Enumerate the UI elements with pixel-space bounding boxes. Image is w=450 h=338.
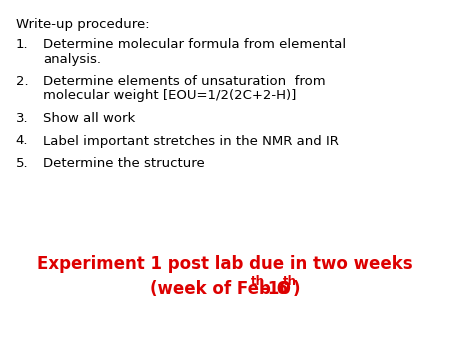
Text: Determine molecular formula from elemental: Determine molecular formula from element…	[43, 38, 346, 51]
Text: Determine the structure: Determine the structure	[43, 157, 204, 170]
Text: Show all work: Show all work	[43, 112, 135, 125]
Text: Determine elements of unsaturation  from: Determine elements of unsaturation from	[43, 75, 325, 88]
Text: molecular weight [EOU=1/2(2C+2-H)]: molecular weight [EOU=1/2(2C+2-H)]	[43, 90, 296, 102]
Text: 1.: 1.	[16, 38, 28, 51]
Text: -10: -10	[261, 280, 291, 298]
Text: Experiment 1 post lab due in two weeks: Experiment 1 post lab due in two weeks	[37, 255, 413, 273]
Text: 5.: 5.	[16, 157, 28, 170]
Text: ): )	[293, 280, 301, 298]
Text: Write-up procedure:: Write-up procedure:	[16, 18, 149, 31]
Text: th: th	[283, 275, 297, 288]
Text: analysis.: analysis.	[43, 52, 101, 66]
Text: 4.: 4.	[16, 135, 28, 147]
Text: 2.: 2.	[16, 75, 28, 88]
Text: 3.: 3.	[16, 112, 28, 125]
Text: Label important stretches in the NMR and IR: Label important stretches in the NMR and…	[43, 135, 338, 147]
Text: (week of Feb 6: (week of Feb 6	[150, 280, 288, 298]
Text: th: th	[251, 275, 265, 288]
